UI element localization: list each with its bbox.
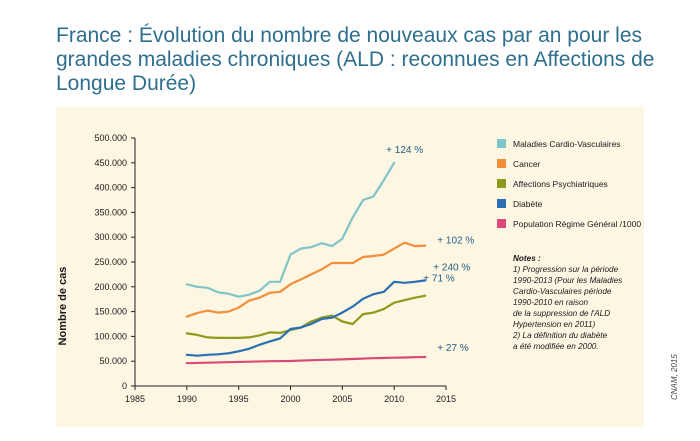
x-tick-label: 1985	[125, 394, 145, 404]
notes-lines: 1) Progression sur la période 1990-2013 (…	[513, 264, 663, 352]
legend-swatch	[497, 199, 506, 208]
x-tick-label: 2010	[384, 394, 404, 404]
series-lines	[185, 161, 427, 365]
legend-item: Maladies Cardio-Vasculaires	[497, 138, 697, 158]
y-tick-label: 400.000	[94, 183, 127, 193]
series-end-label: + 71 %	[423, 274, 455, 285]
legend-label: Maladies Cardio-Vasculaires	[513, 139, 621, 149]
notes-line: de la suppression de l'ALD	[513, 309, 611, 318]
y-tick-label: 50.000	[99, 356, 127, 366]
series-end-label: + 102 %	[437, 236, 474, 247]
legend-swatch	[497, 179, 506, 188]
legend-label: Population Régime Général /1000	[513, 219, 642, 229]
notes-line: Hypertension en 2011)	[513, 320, 596, 329]
notes-line: 1) Progression sur la période	[513, 265, 619, 274]
series-line	[185, 355, 427, 365]
series-end-label: + 240 %	[433, 262, 470, 273]
legend-item: Affections Psychiatriques	[497, 178, 697, 198]
y-tick-label: 150.000	[94, 307, 127, 317]
series-end-label: + 124 %	[386, 145, 423, 156]
notes-line: 1990-2010 en raison	[513, 298, 589, 307]
y-axis-label: Nombre de cas	[57, 267, 69, 346]
series-end-label: + 27 %	[437, 343, 469, 354]
notes-line: 1990-2013 (Pour les Maladies	[513, 276, 623, 285]
y-tick-label: 450.000	[94, 158, 127, 168]
notes: Notes : 1) Progression sur la période 199…	[513, 253, 663, 352]
series-labels: + 124 % + 102 % + 71 %+ 240 % + 27 %	[386, 145, 474, 354]
x-tick-label: 1995	[229, 394, 249, 404]
series-line	[185, 161, 396, 298]
notes-line: a été modifiée en 2000.	[513, 342, 599, 351]
legend-swatch	[497, 139, 506, 148]
y-tick-label: 500.000	[94, 133, 127, 143]
y-tick-label: 0	[122, 381, 127, 391]
notes-line: Cardio-Vasculaires période	[513, 287, 612, 296]
legend-item: Population Régime Général /1000	[497, 218, 697, 248]
legend-item: Diabète	[497, 198, 697, 218]
x-tick-label: 2005	[332, 394, 352, 404]
x-tick-label: 2000	[280, 394, 300, 404]
legend-swatch	[497, 159, 506, 168]
chart-title: France : Évolution du nombre de nouveaux…	[56, 24, 655, 95]
x-tick-label: 1990	[177, 394, 197, 404]
y-tick-label: 350.000	[94, 207, 127, 217]
legend-label: Diabète	[513, 199, 543, 209]
y-tick-label: 100.000	[94, 331, 127, 341]
source-credit: CNAM, 2015	[670, 354, 679, 400]
series-line	[185, 279, 427, 357]
y-tick-label: 200.000	[94, 282, 127, 292]
legend-item: Cancer	[497, 158, 697, 178]
axes: 0 50.000 100.000 150.000 200.000 250.000 300.0…	[94, 133, 456, 404]
notes-line: 2) La définition du diabète	[513, 331, 608, 340]
legend: Maladies Cardio-Vasculaires Cancer Affecti…	[497, 138, 697, 248]
notes-heading: Notes :	[513, 254, 541, 263]
y-tick-label: 300.000	[94, 232, 127, 242]
legend-label: Cancer	[513, 159, 541, 169]
legend-swatch	[497, 219, 506, 228]
x-tick-label: 2015	[436, 394, 456, 404]
series-line	[185, 241, 427, 318]
y-tick-label: 250.000	[94, 257, 127, 267]
legend-label: Affections Psychiatriques	[513, 179, 608, 189]
plot-panel	[56, 107, 644, 427]
series-line	[185, 294, 427, 339]
